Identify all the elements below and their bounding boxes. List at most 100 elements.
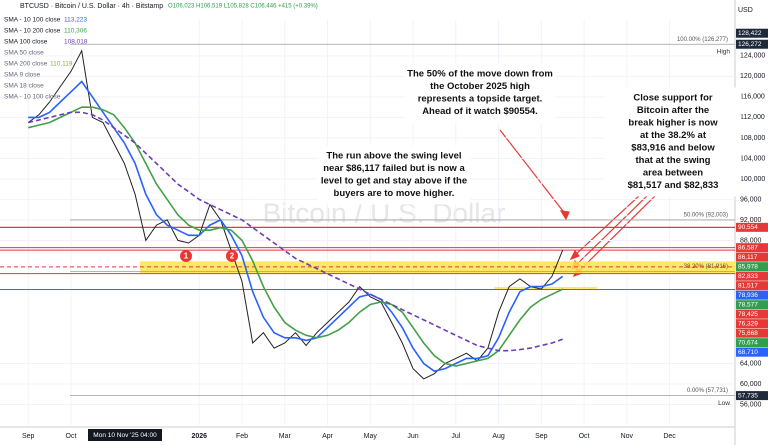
x-tick-label: Mar xyxy=(279,433,292,440)
price-label-box xyxy=(736,319,768,329)
price-label-box xyxy=(736,300,768,310)
annotation-text: $83,916 and below xyxy=(631,143,715,154)
price-label: 78,936 xyxy=(738,292,758,299)
price-label: 76,329 xyxy=(738,320,758,327)
moving-average xyxy=(28,80,564,373)
price-label: 82,833 xyxy=(738,273,758,280)
crosshair-label: Mon 10 Nov '25 04:00 xyxy=(93,432,157,439)
crosshair-box xyxy=(88,429,162,441)
x-tick-label: Dec xyxy=(663,433,676,440)
moving-average xyxy=(28,111,563,352)
legend-entry: SMA 50 close xyxy=(4,50,44,57)
annotation-text: represents a topside target. xyxy=(418,94,543,105)
price-label: 126,272 xyxy=(738,41,762,48)
annotation-text: the October 2025 high xyxy=(430,81,530,92)
annotation-box xyxy=(404,63,556,123)
price-label: 128,422 xyxy=(738,30,762,37)
annotation-text: The run above the swing level xyxy=(326,151,461,162)
support-zone xyxy=(494,286,597,289)
annotation-text: $81,517 and $82,833 xyxy=(628,180,719,191)
fib-label: 100.00% (126,277) xyxy=(677,37,728,43)
price-label: 78,425 xyxy=(738,311,758,318)
x-tick-label: May xyxy=(364,433,378,440)
ohlc: O106,023 H106,519 L105,828 C106,446 +415… xyxy=(168,4,318,10)
x-tick-label: Jul xyxy=(451,433,460,440)
annotation-text: The 50% of the move down from xyxy=(407,69,553,80)
y-tick-label: 60,000 xyxy=(740,381,762,388)
y-tick-label: 124,000 xyxy=(740,53,765,60)
y-tick-label: 120,000 xyxy=(740,73,765,80)
legend-value: 113,223 xyxy=(64,17,87,24)
price-label-box xyxy=(736,347,768,357)
annotation-text: area between xyxy=(643,168,703,179)
annotation-text: buyers are to move higher. xyxy=(334,188,455,199)
price-label-box xyxy=(736,252,768,262)
price-label-box xyxy=(736,328,768,338)
swing-marker xyxy=(226,250,238,262)
moving-average xyxy=(28,106,564,367)
y-tick-label: 104,000 xyxy=(740,155,765,162)
price-label: 86,587 xyxy=(738,244,758,251)
price-label-box xyxy=(736,39,768,49)
swing-marker-label: 2 xyxy=(230,252,235,261)
y-tick-label: 116,000 xyxy=(740,94,765,101)
price-label: 68,710 xyxy=(738,349,758,356)
price-label-box xyxy=(736,281,768,291)
price-label-box xyxy=(736,271,768,281)
y-tick-label: 112,000 xyxy=(740,114,765,121)
legend-entry: SMA - 10 100 close xyxy=(4,17,61,24)
price-label: 57,735 xyxy=(738,392,758,399)
annotation-text: level to get and stay above if the xyxy=(321,176,467,187)
price-label-box xyxy=(736,28,768,38)
y-tick-label: 100,000 xyxy=(740,176,765,183)
price-label: 86,117 xyxy=(738,254,758,261)
price-label-box xyxy=(736,262,768,272)
price-label: 81,517 xyxy=(738,282,758,289)
price-label-box xyxy=(736,222,768,232)
y-tick-label: 88,000 xyxy=(740,237,762,244)
price-label: 90,554 xyxy=(738,224,758,231)
price-label-box xyxy=(736,391,768,401)
fib-label: 0.00% (57,731) xyxy=(687,388,728,394)
x-tick-label: 2026 xyxy=(191,433,207,440)
legend-entry: SMA - 10 100 close xyxy=(4,94,61,101)
annotation-box xyxy=(317,145,471,205)
annotation-text: Ahead of it watch $90554. xyxy=(422,106,538,117)
header-title: BTCUSD · Bitcoin / U.S. Dollar · 4h · Bi… xyxy=(20,3,163,10)
x-tick-label: Jun xyxy=(407,433,418,440)
x-tick-label: Feb xyxy=(236,433,248,440)
annotation-text: at the 38.2% at xyxy=(640,130,707,141)
fib-label: 38.20% (81,916) xyxy=(684,264,728,270)
x-tick-label: Nov xyxy=(621,433,634,440)
legend-entry: SMA 200 close xyxy=(4,61,48,68)
price-label-box xyxy=(736,338,768,348)
price-label: 78,577 xyxy=(738,301,758,308)
price-label: 85,978 xyxy=(738,263,758,270)
annotation-box xyxy=(604,87,742,197)
annotation-text: Bitcoin after the xyxy=(637,105,709,116)
legend-value: 110,119 xyxy=(50,61,73,68)
x-tick-label: Sep xyxy=(535,433,548,440)
legend-value: 108,018 xyxy=(64,39,88,46)
swing-marker-label: 1 xyxy=(184,252,189,261)
y-tick-label: 108,000 xyxy=(740,135,765,142)
x-tick-label: Aug xyxy=(492,433,505,440)
legend-entry: SMA 18 close xyxy=(4,83,44,90)
legend-entry: SMA 100 close xyxy=(4,39,48,46)
annotation-text: near $86,117 failed but is now a xyxy=(323,163,465,174)
price-label: 75,668 xyxy=(738,330,758,337)
annotation-text: break higher is now xyxy=(628,118,718,129)
high-label: High xyxy=(717,49,731,56)
y-tick-label: 64,000 xyxy=(740,360,762,367)
price-label: 70,674 xyxy=(738,339,758,346)
y-tick-label: 56,000 xyxy=(740,401,762,408)
annotation-text: that at the swing xyxy=(636,155,711,166)
price-label-box xyxy=(736,290,768,300)
x-tick-label: Apr xyxy=(322,433,334,440)
swing-marker xyxy=(180,250,192,262)
legend-value: 110,306 xyxy=(64,28,87,35)
legend-entry: SMA 9 close xyxy=(4,72,41,79)
annotation-text: Close support for xyxy=(633,93,712,104)
